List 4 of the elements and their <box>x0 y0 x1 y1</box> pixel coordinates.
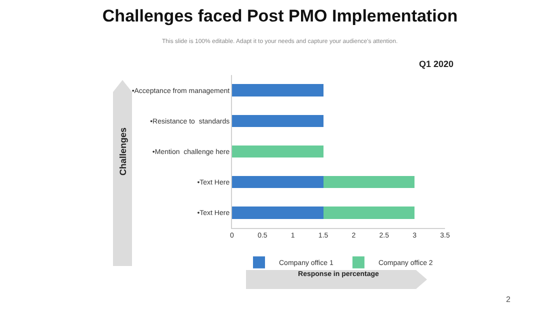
text: 2 <box>506 295 511 304</box>
text: Q1 2020 <box>419 59 454 69</box>
chart-title: Challenges faced Post PMO Implementation <box>102 6 458 26</box>
y-axis-title: Challenges <box>118 127 128 176</box>
